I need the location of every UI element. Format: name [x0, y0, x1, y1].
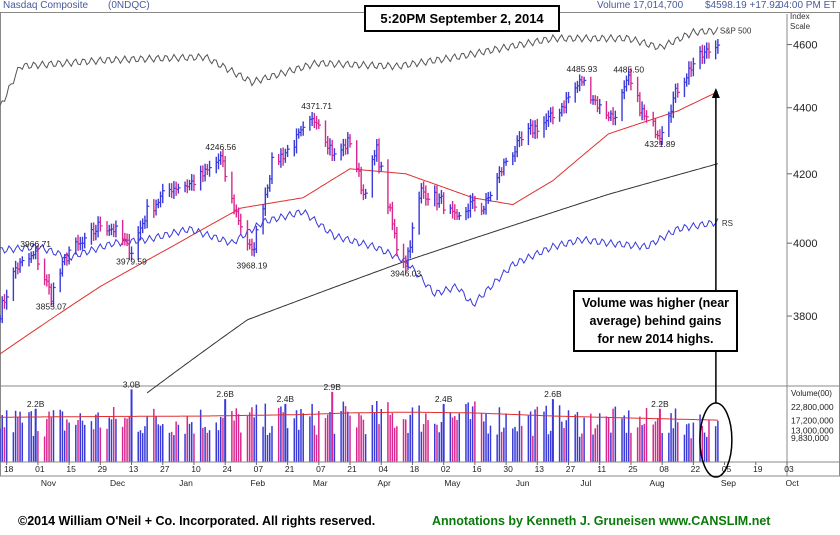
- x-axis-day-label: 16: [472, 464, 482, 474]
- x-axis-day-label: 24: [222, 464, 232, 474]
- annotation-line-2: average) behind gains: [589, 314, 722, 328]
- chart-frame: [0, 12, 840, 477]
- volume-callout-label: 2.2B: [27, 399, 45, 409]
- volume-callout-label: 2.9B: [323, 382, 341, 392]
- x-axis-day-label: 25: [628, 464, 638, 474]
- x-axis-month-label: Nov: [41, 478, 57, 488]
- x-axis-day-label: 08: [659, 464, 669, 474]
- x-axis-month-label: Jul: [580, 478, 591, 488]
- x-axis-day-label: 07: [316, 464, 326, 474]
- price-axis-label: 4200: [793, 169, 817, 181]
- volume-callout-label: 2.6B: [216, 389, 234, 399]
- x-axis-day-label: 04: [379, 464, 389, 474]
- x-axis-month-label: Oct: [786, 478, 800, 488]
- index-scale-line-2: Scale: [790, 22, 811, 31]
- price-callout-label: 4321.89: [645, 139, 676, 149]
- price-axis-label: 4000: [793, 238, 817, 250]
- x-axis-day-label: 07: [254, 464, 264, 474]
- ma200-line: [146, 163, 719, 394]
- annotation-box: Volume was higher (near average) behind …: [573, 290, 738, 352]
- annotation-credit: Annotations by Kenneth J. Gruneisen www.…: [432, 514, 771, 528]
- volume-callout-label: 2.4B: [435, 394, 453, 404]
- header-quote: $4598.19 +17.92: [705, 0, 781, 11]
- rs-label: RS: [722, 219, 733, 228]
- x-axis-day-label: 21: [285, 464, 295, 474]
- x-axis-month-label: May: [444, 478, 461, 488]
- x-axis-day-label: 19: [753, 464, 763, 474]
- x-axis-day-label: 27: [160, 464, 170, 474]
- volume-callout-label: 2.6B: [544, 389, 562, 399]
- header-time: 04:00 PM ET: [778, 0, 837, 11]
- x-axis-day-label: 27: [566, 464, 576, 474]
- price-callout-label: 3855.07: [36, 302, 67, 312]
- price-axis-label: 4600: [793, 40, 817, 52]
- x-axis-day-label: 01: [35, 464, 45, 474]
- index-scale-label: Index Scale: [790, 12, 810, 32]
- x-axis-day-label: 11: [597, 464, 606, 474]
- volume-average-line: [0, 411, 718, 421]
- timestamp-box: 5:20PM September 2, 2014: [364, 5, 560, 32]
- price-callout-label: 4485.50: [613, 64, 644, 74]
- x-axis-day-label: 02: [441, 464, 451, 474]
- price-callout-label: 3968.19: [237, 261, 268, 271]
- price-callout-label: 3979.59: [116, 256, 147, 266]
- x-axis-day-label: 15: [66, 464, 76, 474]
- price-callout-label: 4371.71: [301, 101, 332, 111]
- price-callout-label: 4246.56: [205, 142, 236, 152]
- x-axis-day-label: 10: [191, 464, 201, 474]
- x-axis-day-label: 21: [347, 464, 357, 474]
- annotation-line-1: Volume was higher (near: [581, 296, 730, 310]
- x-axis-month-label: Apr: [378, 478, 391, 488]
- volume-bars: [0, 400, 719, 462]
- volume-callout-label: 3.0B: [123, 379, 141, 389]
- x-axis-day-label: 30: [503, 464, 513, 474]
- price-callout-label: 3946.03: [390, 268, 421, 278]
- price-callout-label: 4485.93: [567, 64, 598, 74]
- price-axis-label: 3800: [793, 311, 817, 323]
- x-axis-day-label: 22: [691, 464, 701, 474]
- header-volume: Volume 17,014,700: [597, 0, 684, 11]
- x-axis-month-label: Sep: [721, 478, 736, 488]
- x-axis-month-label: Mar: [313, 478, 328, 488]
- volume-unit-label: Volume(00): [791, 389, 832, 398]
- price-axis-label: 4400: [793, 103, 817, 115]
- x-axis-day-label: 13: [129, 464, 139, 474]
- rs-line: [0, 209, 719, 308]
- volume-axis-label: 17,200,000: [791, 415, 834, 425]
- annotation-arrow-head: [711, 88, 720, 98]
- index-scale-line-1: Index: [790, 12, 810, 21]
- x-axis-month-label: Dec: [110, 478, 126, 488]
- x-axis-month-label: Jun: [516, 478, 530, 488]
- sp500-line: [0, 26, 719, 106]
- x-axis-month-label: Jan: [179, 478, 193, 488]
- volume-axis-label: 13,000,000: [791, 426, 834, 436]
- x-axis-month-label: Aug: [650, 478, 665, 488]
- x-axis-day-label: 13: [535, 464, 545, 474]
- volume-callout-label: 2.2B: [651, 399, 669, 409]
- x-axis-month-label: Feb: [250, 478, 265, 488]
- x-axis-day-label: 03: [784, 464, 794, 474]
- x-axis-day-label: 18: [4, 464, 14, 474]
- price-bars: [0, 38, 721, 324]
- index-name: Nasdaq Composite: [3, 0, 89, 11]
- x-axis-day-label: 18: [410, 464, 420, 474]
- annotation-line-3: for new 2014 highs.: [597, 332, 714, 346]
- copyright-text: ©2014 William O'Neil + Co. Incorporated.…: [18, 514, 376, 528]
- index-symbol: (0NDQC): [108, 0, 150, 11]
- sp500-label: S&P 500: [720, 27, 752, 36]
- volume-axis-label: 9,830,000: [791, 433, 829, 443]
- volume-callout-label: 2.4B: [277, 394, 295, 404]
- price-callout-label: 3966.71: [20, 239, 51, 249]
- volume-axis-label: 22,800,000: [791, 402, 834, 412]
- x-axis-day-label: 29: [98, 464, 108, 474]
- x-axis-day-label: 05: [722, 464, 732, 474]
